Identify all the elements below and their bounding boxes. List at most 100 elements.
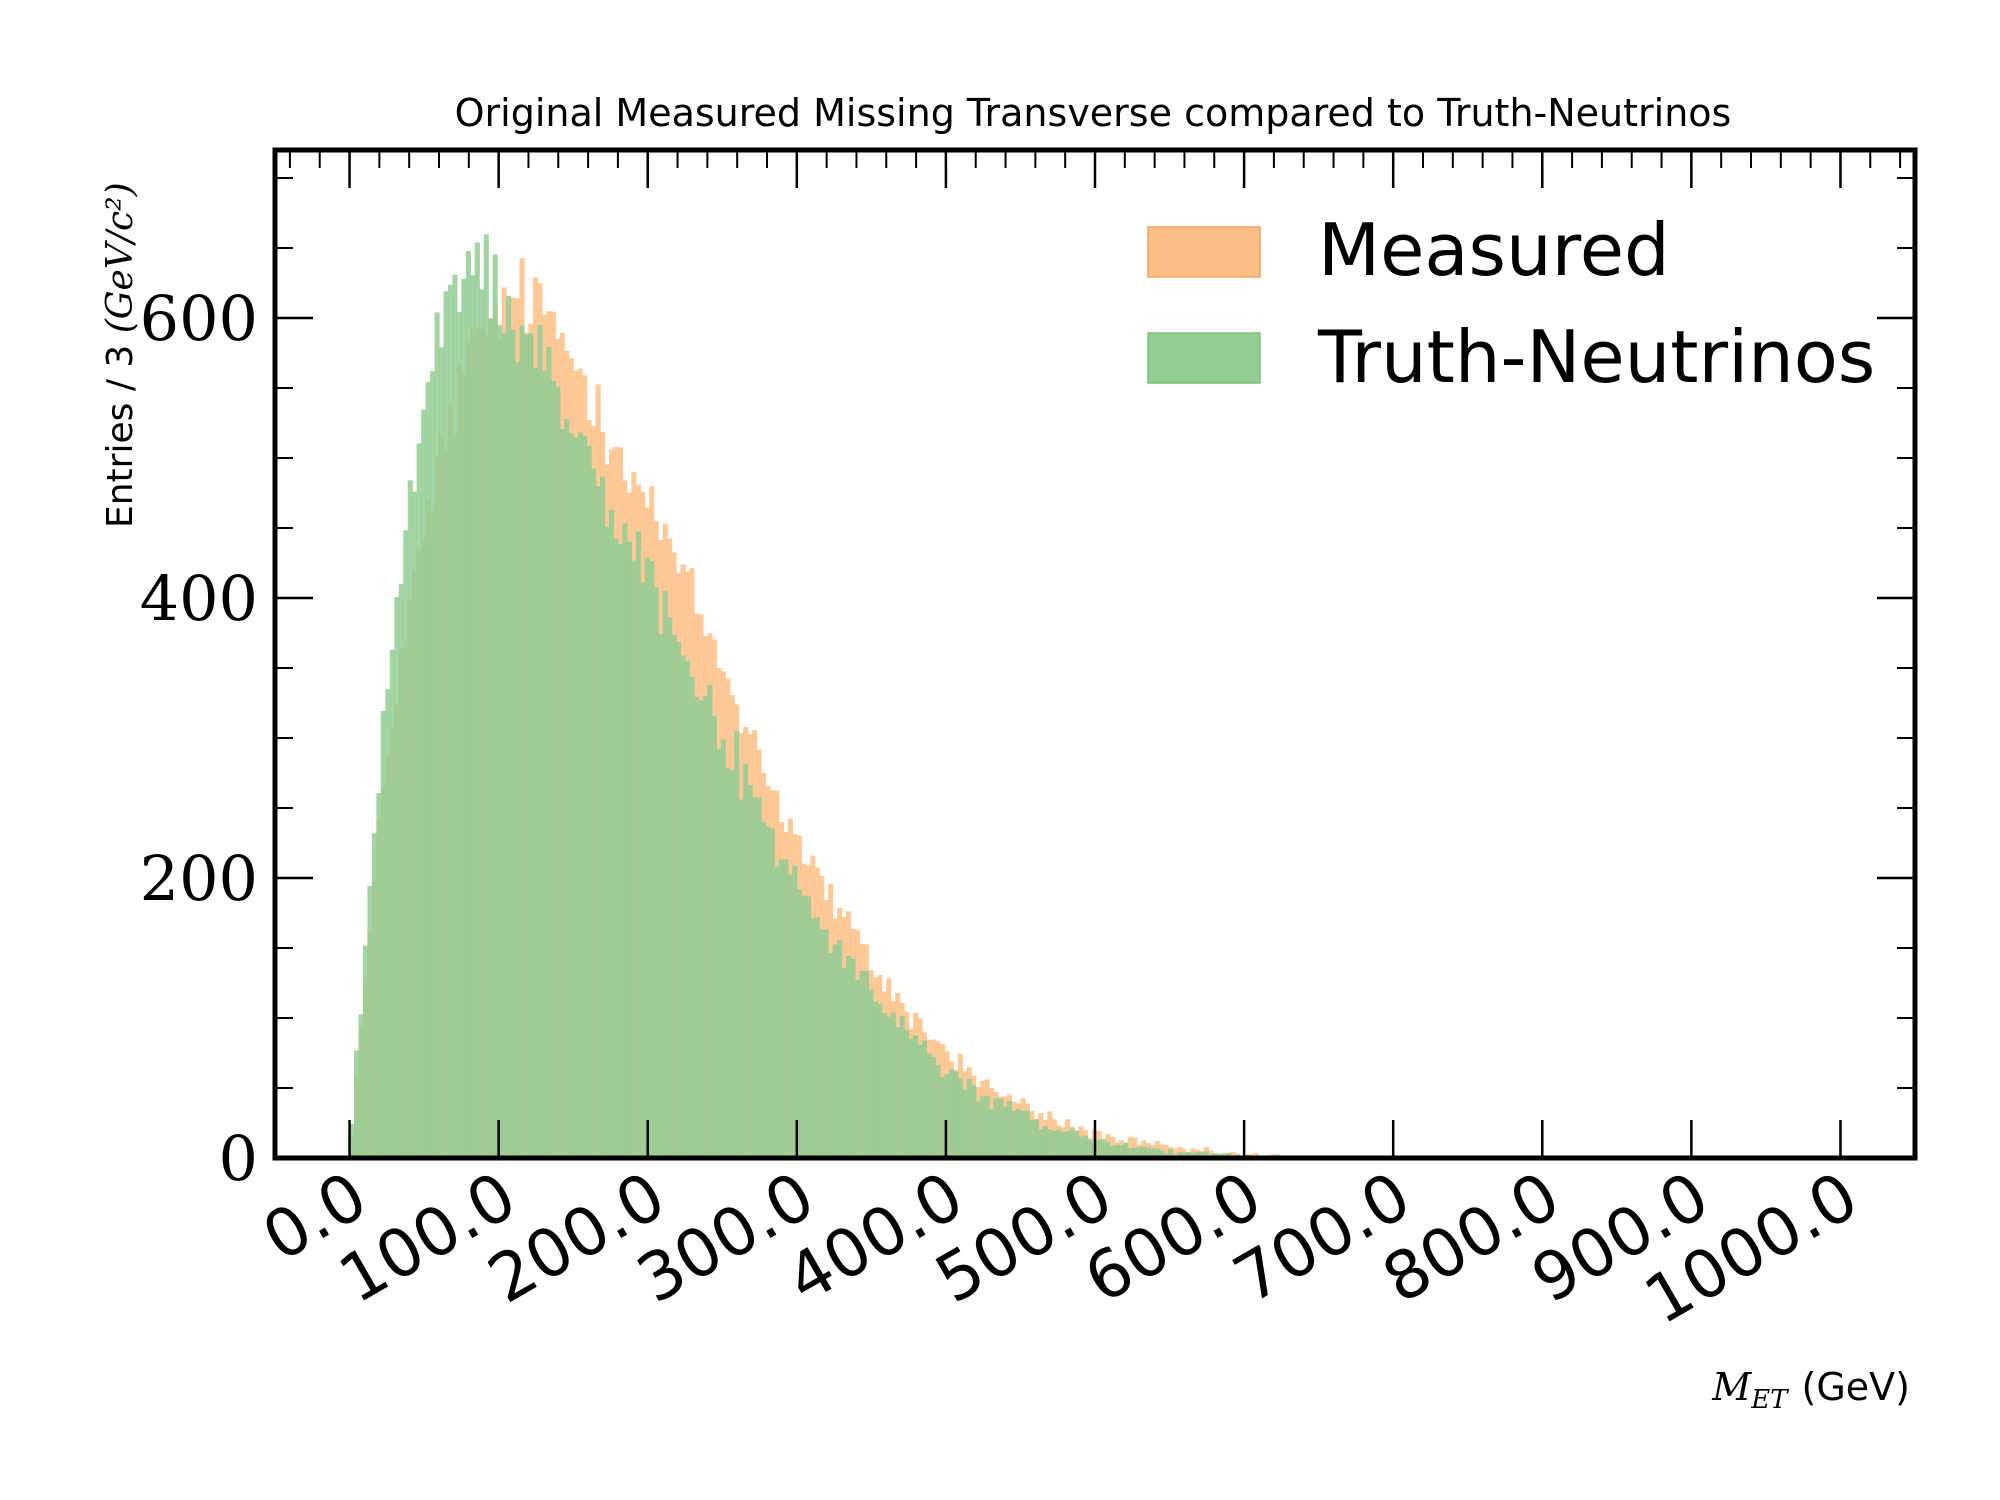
y-axis-label-units: (GeV/c²) [100, 182, 141, 333]
histogram-bar-truth-neutrinos [430, 370, 436, 1158]
histogram-bar-truth-neutrinos [1007, 1100, 1013, 1158]
histogram-bar-truth-neutrinos [403, 530, 409, 1158]
histogram-bar-truth-neutrinos [546, 346, 552, 1158]
histogram-bar-truth-neutrinos [698, 700, 704, 1158]
histogram-bar-truth-neutrinos [492, 254, 498, 1158]
y-axis-label: Entries / 3 (GeV/c²) [100, 182, 141, 528]
histogram-bar-truth-neutrinos [823, 929, 829, 1158]
histogram-bar-truth-neutrinos [640, 582, 646, 1158]
histogram-bar-truth-neutrinos [693, 696, 700, 1158]
histogram-bar-truth-neutrinos [653, 587, 659, 1158]
histogram-bar-truth-neutrinos [461, 278, 467, 1158]
histogram-bar-truth-neutrinos [734, 730, 740, 1158]
histogram-bar-truth-neutrinos [787, 874, 793, 1158]
histogram-bar-truth-neutrinos [1024, 1110, 1030, 1158]
histogram-bar-truth-neutrinos [510, 330, 516, 1159]
histogram-bar-truth-neutrinos [904, 1030, 910, 1158]
histogram-bar-truth-neutrinos [1056, 1129, 1062, 1158]
histogram-bar-truth-neutrinos [523, 334, 530, 1158]
histogram-bar-truth-neutrinos [371, 833, 377, 1158]
histogram-bar-truth-neutrinos [980, 1096, 986, 1158]
legend: Measured Truth-Neutrinos [1147, 208, 1875, 399]
histogram-bar-truth-neutrinos [358, 1014, 364, 1158]
histogram-bar-truth-neutrinos [644, 557, 650, 1158]
histogram-bar-truth-neutrinos [1150, 1148, 1156, 1158]
histogram-bar-truth-neutrinos [998, 1099, 1004, 1158]
histogram-bar-truth-neutrinos [966, 1078, 972, 1158]
histogram-bar-truth-neutrinos [1114, 1144, 1120, 1158]
histogram-bar-truth-neutrinos [537, 324, 543, 1158]
histogram-bar-truth-neutrinos [1118, 1144, 1124, 1158]
histogram-bar-truth-neutrinos [1194, 1151, 1200, 1158]
histogram-bar-truth-neutrinos [747, 785, 753, 1158]
histogram-bar-truth-neutrinos [600, 476, 606, 1159]
legend-label-truth-neutrinos: Truth-Neutrinos [1317, 315, 1875, 399]
histogram-bar-truth-neutrinos [501, 333, 507, 1158]
histogram-bar-truth-neutrinos [778, 859, 784, 1158]
histogram-bar-truth-neutrinos [720, 739, 726, 1158]
histogram-bar-truth-neutrinos [1100, 1138, 1107, 1158]
histogram-bar-truth-neutrinos [774, 866, 780, 1158]
histogram-bar-truth-neutrinos [846, 956, 852, 1158]
histogram-bar-truth-neutrinos [859, 970, 865, 1158]
histogram-bar-truth-neutrinos [832, 944, 838, 1158]
histogram-bar-measured [1127, 1136, 1133, 1158]
histogram-bar-truth-neutrinos [416, 443, 422, 1159]
histogram-bar-truth-neutrinos [922, 1040, 928, 1158]
histogram-bar-truth-neutrinos [711, 715, 717, 1158]
x-axis-label-symbol: M [1711, 1365, 1752, 1409]
histogram-bar-truth-neutrinos [1020, 1110, 1026, 1158]
histogram-bar-truth-neutrinos [515, 361, 521, 1158]
histogram-bar-truth-neutrinos [1087, 1140, 1093, 1158]
histogram-bar-truth-neutrinos [354, 1050, 360, 1158]
histogram-bar-truth-neutrinos [573, 437, 579, 1158]
histogram-bar-truth-neutrinos [935, 1064, 941, 1158]
histogram-bar-truth-neutrinos [465, 251, 471, 1158]
histogram-bar-truth-neutrinos [685, 660, 691, 1158]
histogram-bar-measured [1208, 1150, 1214, 1158]
histogram-bar-measured [1163, 1144, 1169, 1158]
histogram-bar-truth-neutrinos [376, 793, 382, 1158]
histogram-bar-truth-neutrinos [989, 1109, 995, 1158]
histogram-bar-truth-neutrinos [479, 289, 485, 1158]
histogram-bar-truth-neutrinos [1199, 1151, 1205, 1158]
histogram-bar-truth-neutrinos [707, 685, 713, 1158]
histogram-bar-truth-neutrinos [886, 1016, 892, 1158]
histogram-bar-truth-neutrinos [850, 958, 856, 1158]
histogram-bar-truth-neutrinos [1042, 1125, 1048, 1158]
histogram-bar-truth-neutrinos [349, 1124, 355, 1158]
histogram-bar-truth-neutrinos [1203, 1151, 1209, 1158]
histogram-bar-truth-neutrinos [564, 419, 570, 1158]
histogram-bar-truth-neutrinos [407, 480, 413, 1158]
histogram-bar-truth-neutrinos [380, 710, 386, 1158]
histogram-bar-truth-neutrinos [1159, 1150, 1165, 1158]
x-axis-label-subscript: ET [1750, 1385, 1789, 1415]
plot-frame [272, 147, 1918, 1161]
histogram-bar-truth-neutrinos [716, 749, 722, 1158]
histogram-bar-truth-neutrinos [680, 655, 686, 1158]
histogram-bar-truth-neutrinos [984, 1095, 990, 1158]
histogram-bar-truth-neutrinos [926, 1053, 932, 1158]
histogram-bar-truth-neutrinos [1123, 1142, 1129, 1158]
histogram-bar-truth-neutrinos [828, 952, 834, 1158]
y-axis-label-text: Entries / 3 [100, 333, 141, 528]
histogram-bar-truth-neutrinos [568, 433, 574, 1158]
histogram-bar-truth-neutrinos [765, 826, 771, 1158]
histogram-bar-truth-neutrinos [362, 945, 369, 1158]
histogram-bar-truth-neutrinos [470, 275, 476, 1158]
histogram-bar-truth-neutrinos [783, 859, 789, 1158]
histogram-bar-truth-neutrinos [863, 971, 869, 1158]
histogram-bar-truth-neutrinos [421, 409, 427, 1158]
histogram-bar-truth-neutrinos [626, 541, 632, 1158]
histogram-bar-truth-neutrinos [1065, 1131, 1071, 1158]
histogram-bar-truth-neutrinos [456, 311, 462, 1159]
histogram-bar-truth-neutrinos [662, 590, 668, 1158]
series-truth-neutrinos-bars [349, 234, 1438, 1159]
histogram-bar-truth-neutrinos [1177, 1152, 1183, 1158]
histogram-bar-truth-neutrinos [385, 689, 391, 1158]
histogram-bar-truth-neutrinos [1185, 1151, 1192, 1158]
histogram-bar-truth-neutrinos [814, 917, 820, 1158]
histogram-bar-truth-neutrinos [497, 325, 503, 1158]
